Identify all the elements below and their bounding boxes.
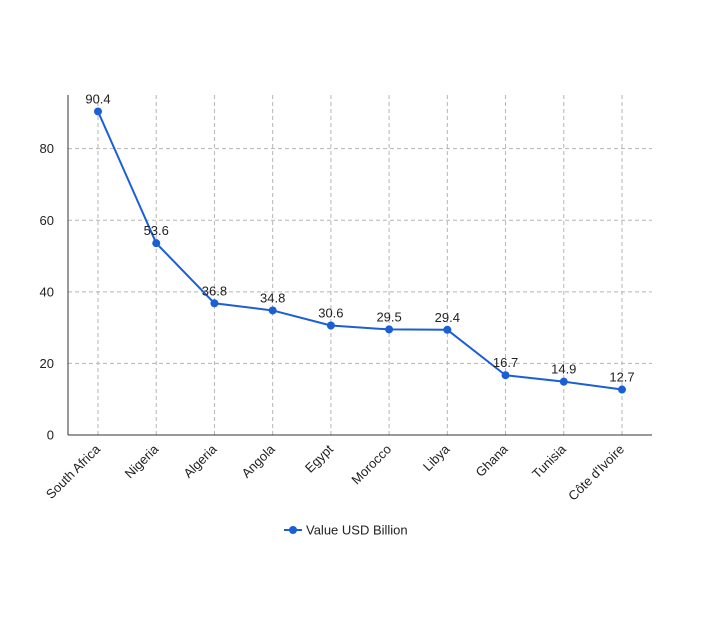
data-label: 34.8	[260, 290, 285, 305]
x-tick-label: Angola	[239, 441, 279, 481]
data-label: 53.6	[144, 223, 169, 238]
data-point[interactable]	[94, 107, 102, 116]
x-tick-label: Morocco	[348, 442, 394, 488]
legend-marker-dot	[289, 526, 297, 534]
x-tick-label: Côte d'Ivoire	[565, 442, 627, 504]
data-label: 36.8	[202, 283, 227, 298]
y-tick-label: 20	[40, 356, 54, 371]
x-tick-label: Libya	[420, 441, 453, 474]
x-tick-label: Ghana	[472, 441, 511, 480]
data-point[interactable]	[385, 325, 394, 334]
data-label: 29.4	[435, 310, 460, 325]
data-point[interactable]	[268, 306, 277, 315]
data-point[interactable]	[559, 377, 568, 386]
y-tick-label: 40	[40, 284, 54, 299]
x-tick-label: South Africa	[43, 441, 104, 502]
y-tick-label: 80	[40, 141, 54, 156]
legend[interactable]: Value USD Billion	[284, 523, 408, 538]
data-label: 14.9	[551, 362, 576, 377]
data-label: 90.4	[85, 91, 110, 106]
series-line	[97, 111, 623, 391]
x-tick-label: Egypt	[302, 441, 336, 475]
x-tick-label: Tunisia	[529, 441, 569, 481]
data-point[interactable]	[326, 321, 335, 330]
data-label: 29.5	[376, 309, 401, 324]
data-point[interactable]	[501, 371, 510, 380]
data-point[interactable]	[210, 299, 219, 308]
y-tick-label: 60	[40, 213, 54, 228]
data-point[interactable]	[618, 385, 626, 394]
data-point[interactable]	[152, 239, 161, 248]
axes: 0 20 40 60 80 South Africa Nigeria Algeria Angol…	[40, 95, 652, 503]
data-label: 16.7	[493, 355, 518, 370]
data-point[interactable]	[443, 325, 452, 334]
data-label: 30.6	[318, 305, 343, 320]
y-tick-label: 0	[47, 428, 54, 443]
x-tick-label: Nigeria	[122, 441, 162, 481]
series-value-usd-billion	[94, 107, 626, 394]
legend-label: Value USD Billion	[306, 523, 408, 538]
data-labels: 90.4 53.6 36.8 34.8 30.6 29.5 29.4 16.7 14.9 12.7	[85, 91, 634, 384]
data-label: 12.7	[609, 370, 634, 385]
x-tick-label: Algeria	[180, 441, 220, 481]
